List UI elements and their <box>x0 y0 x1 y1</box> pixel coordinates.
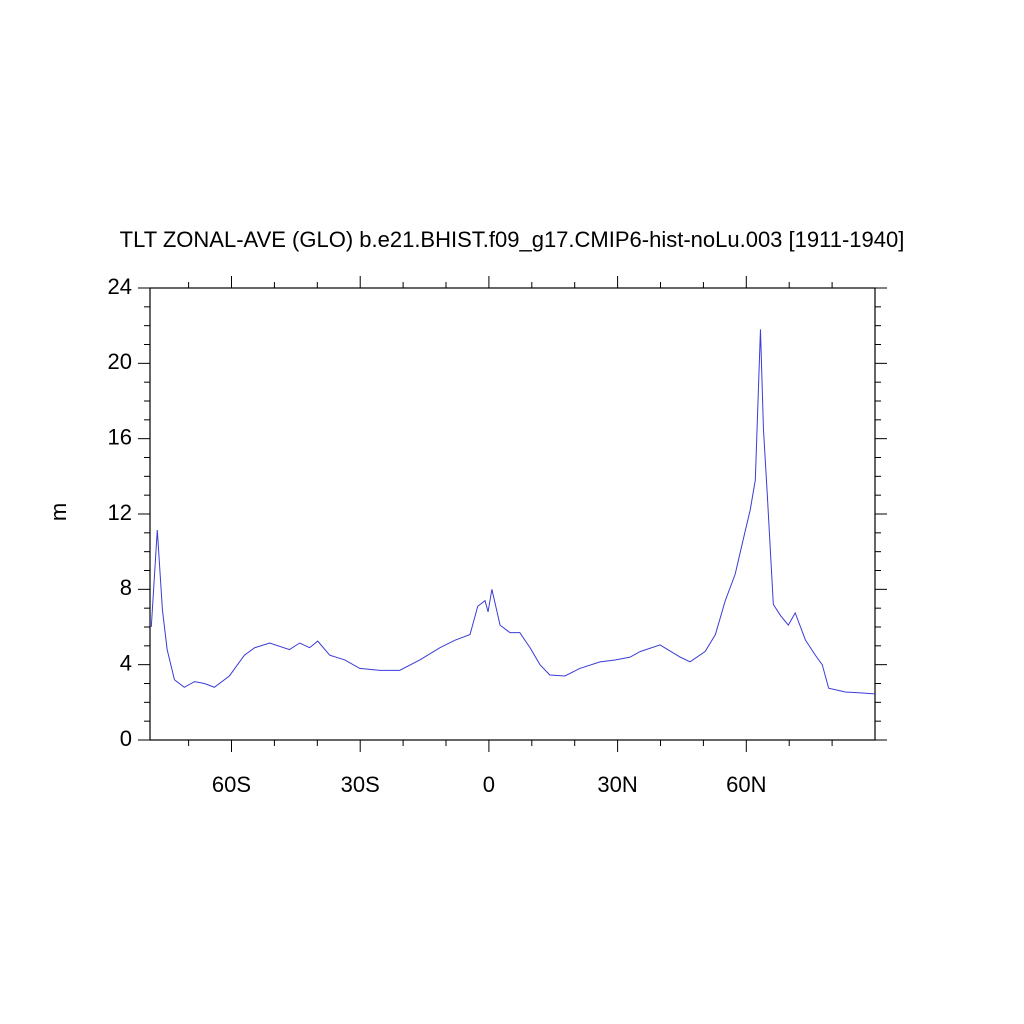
y-tick-label: 12 <box>108 500 132 525</box>
y-tick-label: 20 <box>108 349 132 374</box>
x-tick-label: 30N <box>597 772 637 797</box>
x-tick-label: 0 <box>483 772 495 797</box>
chart-title: TLT ZONAL-AVE (GLO) b.e21.BHIST.f09_g17.… <box>120 227 905 252</box>
x-tick-label: 30S <box>341 772 380 797</box>
data-line <box>150 329 876 695</box>
y-tick-label: 4 <box>120 650 132 675</box>
y-tick-label: 8 <box>120 575 132 600</box>
x-tick-label: 60S <box>212 772 251 797</box>
y-axis-label: m <box>46 503 71 521</box>
plot-frame <box>149 287 876 741</box>
x-tick-label: 60N <box>726 772 766 797</box>
y-tick-label: 0 <box>120 726 132 751</box>
y-tick-label: 16 <box>108 424 132 449</box>
y-tick-label: 24 <box>108 274 132 299</box>
